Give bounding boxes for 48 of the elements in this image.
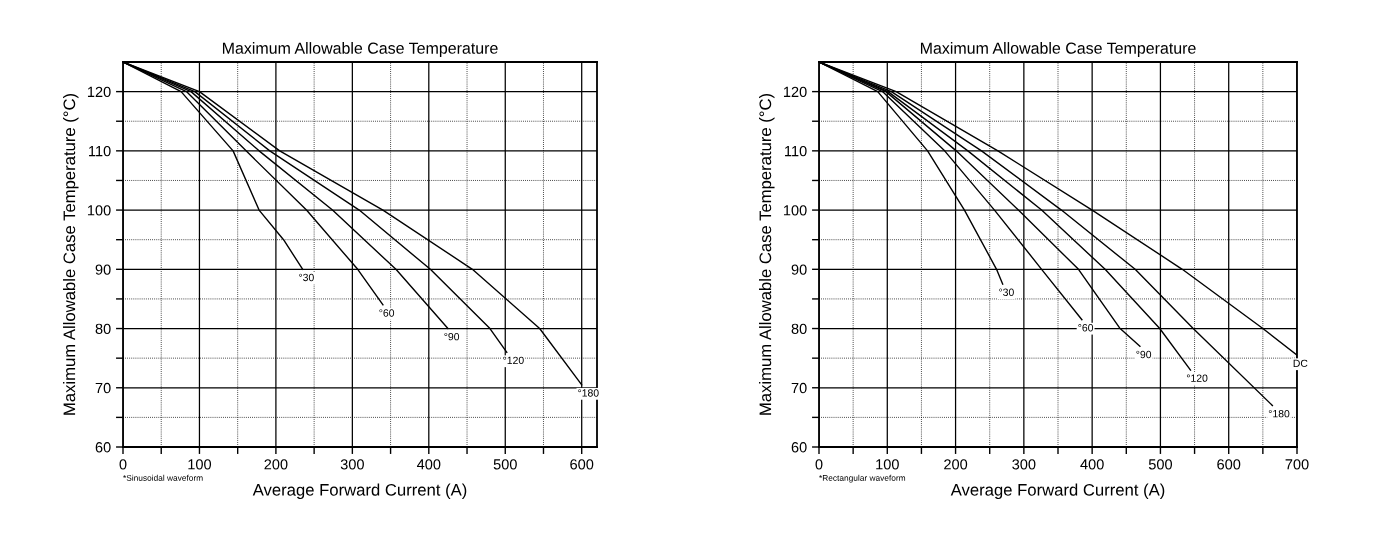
chart-title: Maximum Allowable Case Temperature [222, 42, 498, 57]
annotation: °180 [578, 389, 599, 397]
y-axis-title: Maximum Allowable Case Temperature (°C) [63, 93, 79, 415]
y-tick-label: 70 [791, 382, 807, 394]
y-tick-label: 90 [791, 264, 807, 275]
chart-title: Maximum Allowable Case Temperature [920, 42, 1196, 57]
annotation: °90 [1136, 350, 1152, 359]
x-tick-label: 600 [570, 459, 594, 470]
y-tick-label: 60 [95, 442, 111, 453]
x-tick-label: 200 [944, 459, 968, 470]
annotation: °120 [503, 356, 524, 365]
y-tick-label: 110 [785, 145, 807, 157]
x-tick-label: 100 [876, 459, 899, 470]
y-tick-label: 80 [95, 323, 111, 334]
annotation: °60 [1078, 324, 1094, 332]
x-tick-label: 400 [416, 459, 441, 470]
y-tick-label: 120 [783, 86, 807, 98]
annotation: °60 [379, 309, 395, 317]
x-tick-label: 0 [119, 459, 127, 470]
y-tick-label: 120 [87, 86, 111, 98]
text: *Sinusoidal waveform [123, 474, 203, 481]
x-axis-title: Average Forward Current (A) [950, 483, 1165, 500]
text: *Rectangular waveform [819, 474, 906, 483]
y-axis-title: Maximum Allowable Case Temperature (°C) [759, 93, 775, 415]
x-tick-label: 700 [1285, 459, 1309, 470]
x-tick-label: 500 [493, 459, 517, 470]
x-tick-label: 300 [1012, 459, 1036, 470]
y-tick-label: 100 [87, 205, 111, 216]
annotation: DC [1293, 359, 1308, 368]
y-tick-label: 100 [783, 205, 807, 216]
x-tick-label: 0 [815, 459, 823, 470]
x-tick-label: 200 [264, 459, 288, 470]
x-tick-label: 600 [1217, 459, 1241, 470]
x-tick-label: 300 [340, 459, 364, 470]
annotation: °180 [1268, 409, 1290, 418]
y-tick-label: 80 [791, 323, 807, 334]
x-axis-title: Average Forward Current (A) [252, 483, 467, 500]
y-tick-label: 110 [89, 145, 111, 157]
x-tick-label: 400 [1080, 459, 1104, 470]
x-tick-label: 100 [188, 459, 212, 470]
y-tick-label: 70 [95, 382, 111, 394]
annotation: °120 [1186, 374, 1208, 382]
x-tick-label: 500 [1148, 459, 1173, 470]
y-tick-label: 90 [95, 264, 111, 275]
y-tick-label: 60 [791, 442, 807, 453]
annotation: °30 [299, 273, 314, 282]
annotation: °30 [999, 288, 1014, 296]
annotation: °90 [444, 332, 460, 341]
